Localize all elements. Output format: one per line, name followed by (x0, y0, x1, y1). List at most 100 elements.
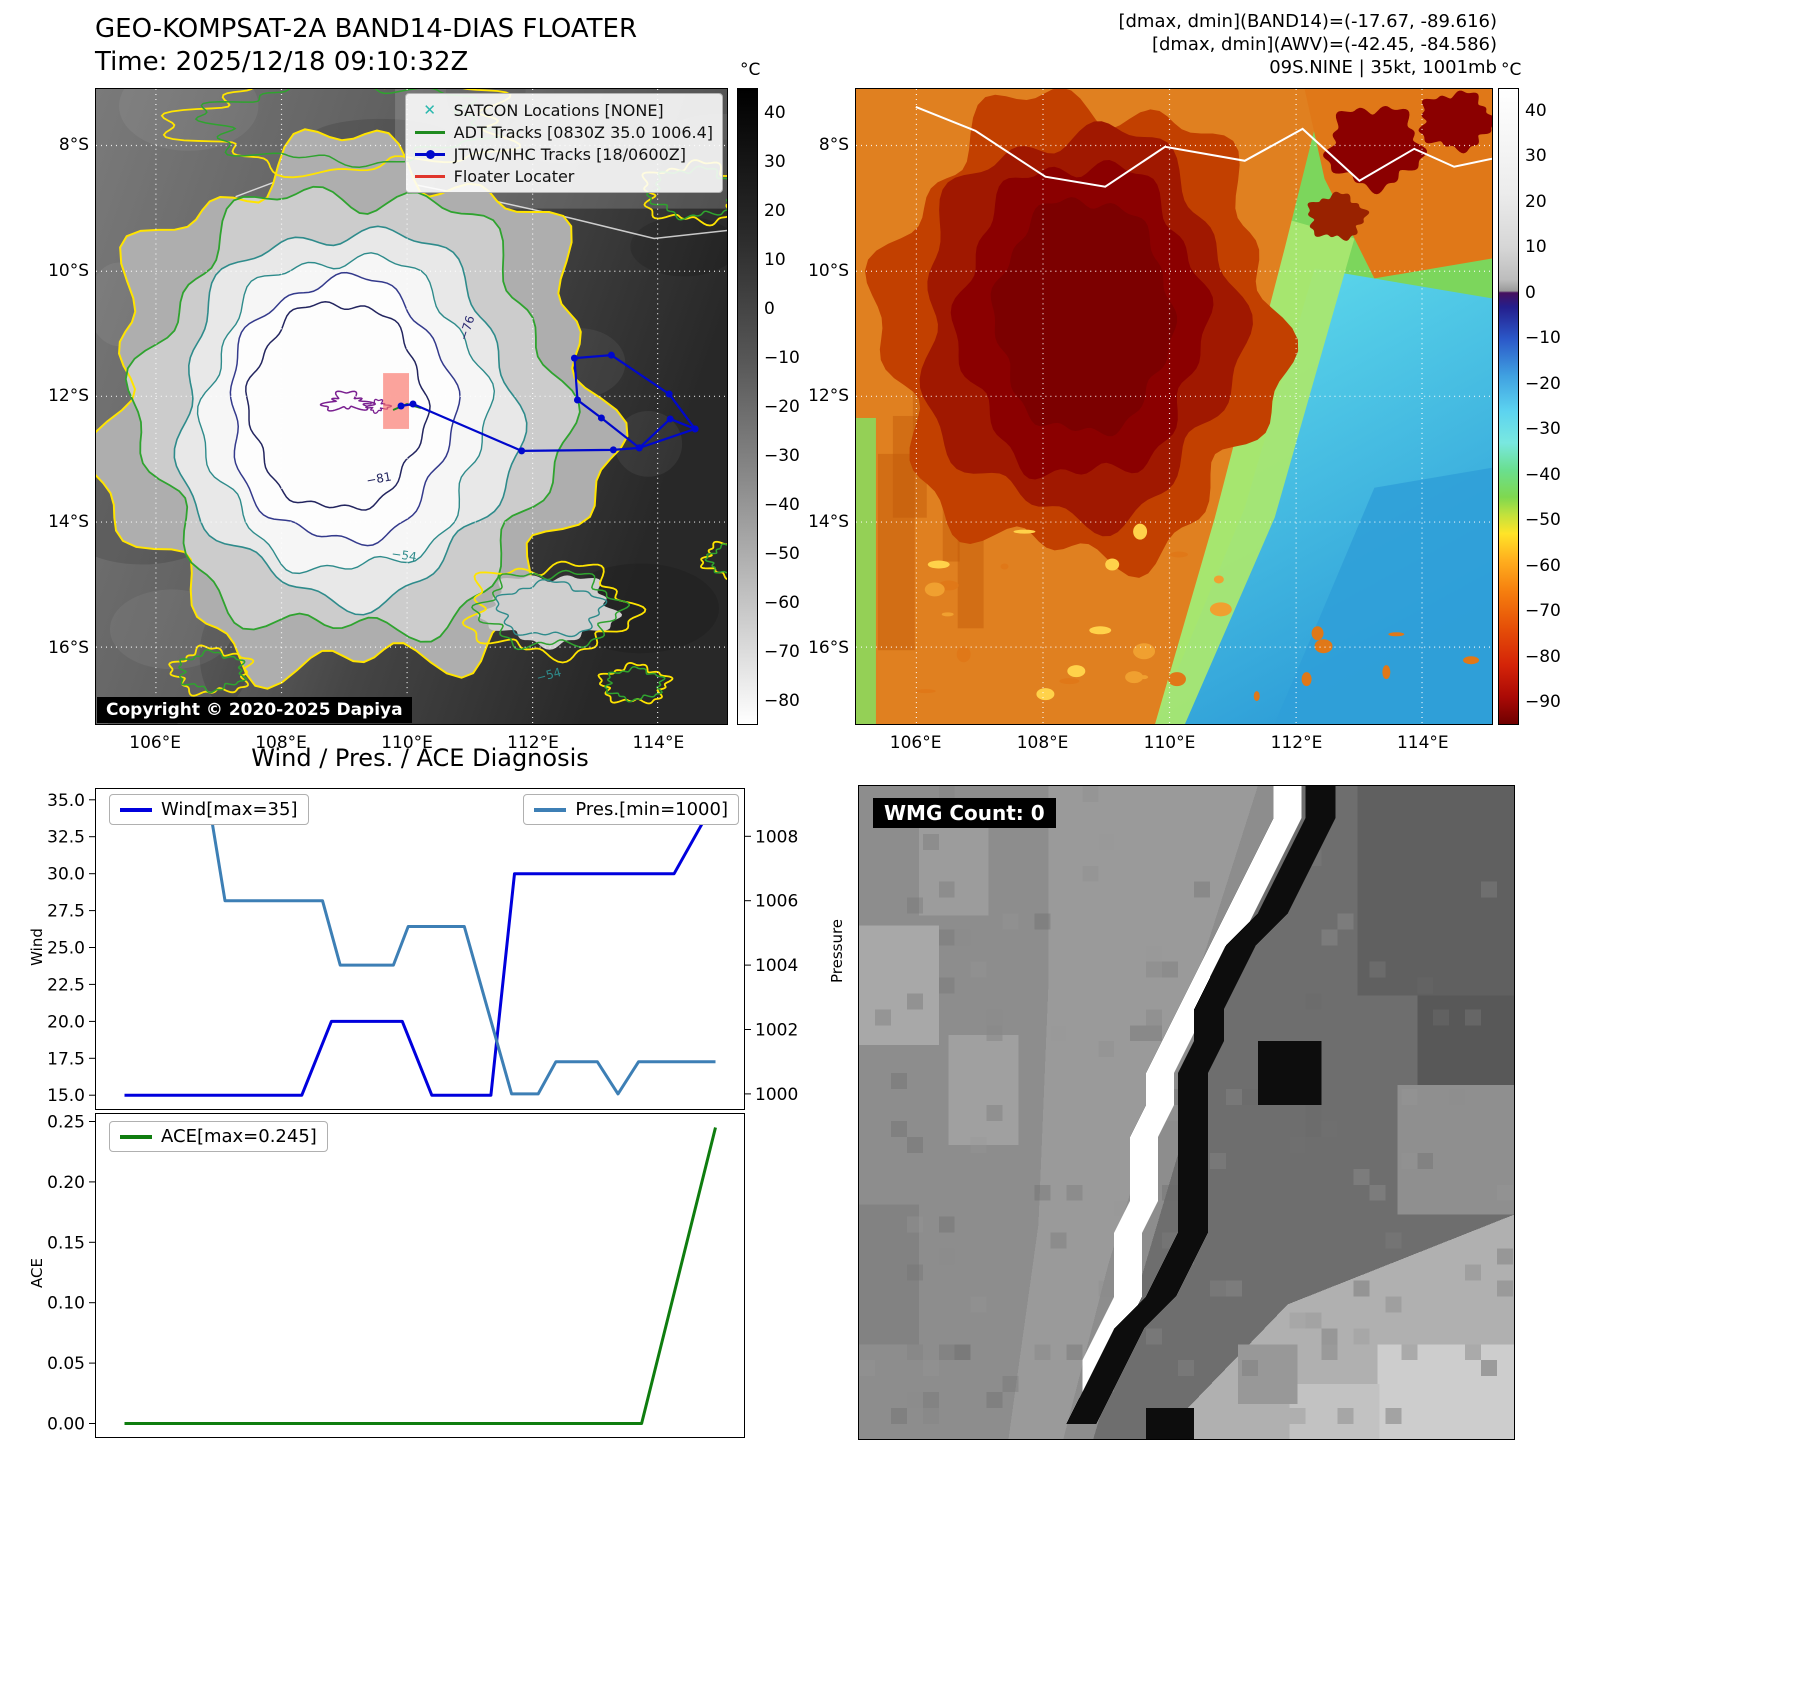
wmg-pixel (938, 1344, 955, 1361)
cloud-speckle (927, 560, 950, 569)
jtwc-track-point (573, 396, 581, 404)
wmg-pixel (1209, 1280, 1226, 1297)
wmg-black-patch (1257, 1041, 1322, 1106)
wmg-pixel (1401, 1152, 1418, 1169)
jtwc-track-point (691, 425, 699, 433)
colorbar-tick-label: 40 (1525, 100, 1547, 121)
wmg-pixel (890, 1120, 907, 1137)
lon-tick-label: 112°E (507, 733, 559, 753)
colorbar-tick-label: −20 (764, 396, 800, 417)
lat-tick-label: 16°S (48, 637, 89, 658)
legend-item: JTWC/NHC Tracks [18/0600Z] (414, 143, 713, 165)
band14-ir-map: −76 −81 −54 −54 ✕ SATCON Locations [NONE] ADT… (95, 88, 728, 725)
cloud-speckle (1382, 665, 1391, 680)
wmg-pixel (1401, 1344, 1418, 1361)
wmg-pixel (906, 1264, 923, 1281)
wmg-pixel (1353, 1328, 1370, 1345)
lat-tick-label: 8°S (58, 134, 89, 155)
lat-tick-label: 8°S (818, 134, 849, 155)
jtwc-track-point (666, 415, 674, 423)
wmg-pixel (1146, 1328, 1163, 1345)
wmg-pixel (1417, 1152, 1434, 1169)
wmg-pixel (1178, 1360, 1194, 1377)
tr-annotations: [dmax, dmin](BAND14)=(-17.67, -89.616) [… (1118, 10, 1497, 79)
wmg-pixel (1401, 1152, 1418, 1169)
wmg-pixel (1146, 945, 1163, 962)
annotation-band14-range: [dmax, dmin](BAND14)=(-17.67, -89.616) (1118, 11, 1497, 32)
wmg-pixel (1353, 1168, 1370, 1185)
colorbar-tick-label: 0 (1525, 282, 1536, 303)
contour-line (461, 560, 647, 664)
wmg-pixel (1098, 1280, 1115, 1297)
cloud-speckle (1170, 551, 1188, 558)
jtwc-track-point (607, 351, 615, 359)
axis-tick-label: 22.5 (47, 975, 85, 995)
decorative-shape (95, 788, 745, 1110)
cloud-speckle (924, 582, 945, 597)
contour-line (196, 252, 496, 575)
track-line-icon (414, 130, 445, 134)
wmg-pixel (1385, 1296, 1402, 1313)
wmg-region (1377, 1344, 1514, 1439)
wmg-pixel (890, 1073, 907, 1090)
cloud-speckle (1133, 523, 1148, 540)
ace-line-swatch-icon (120, 1134, 152, 1139)
wmg-pixel (1465, 1264, 1482, 1281)
legend-item-label: JTWC/NHC Tracks [18/0600Z] (453, 144, 686, 164)
wmg-pixel (970, 1136, 987, 1153)
lat-tick-label: 14°S (48, 512, 89, 533)
axis-tick-label: 1004 (755, 956, 798, 976)
ace-legend-label: ACE[max=0.245] (161, 1126, 317, 1147)
legend-item-label: SATCON Locations [NONE] (453, 100, 664, 120)
wmg-grid-image (859, 786, 1514, 1439)
band14-colorbar (737, 88, 758, 725)
wmg-region (948, 1035, 1019, 1145)
wmg-pixel (922, 833, 939, 850)
ace-legend: ACE[max=0.245] (109, 1121, 328, 1152)
wmg-pixel (1082, 865, 1099, 882)
axis-tick-label: 0.05 (47, 1354, 85, 1374)
wind-legend-label: Wind[max=35] (161, 799, 298, 820)
colorbar-tick-label: −30 (764, 445, 800, 466)
axis-tick-label: 20.0 (47, 1012, 85, 1032)
wmg-pixel (1241, 1089, 1258, 1106)
cloud-speckle (915, 689, 936, 694)
jtwc-track-point (409, 400, 417, 408)
colorbar-tick-label: −70 (764, 641, 800, 662)
contour-label: −81 (365, 470, 392, 488)
wmg-pixel (1305, 1120, 1322, 1137)
cloud-speckle (1133, 643, 1156, 660)
colorbar-tick-label: −10 (1525, 328, 1561, 349)
contour-line (168, 644, 255, 697)
wmg-pixel (1225, 1280, 1242, 1297)
wmg-pixel (1209, 1152, 1226, 1169)
wmg-pixel (1305, 993, 1322, 1010)
contour-label: −54 (391, 547, 418, 564)
wind-axis-label: Wind (27, 928, 46, 966)
axis-tick-label: 0.15 (47, 1233, 85, 1253)
wmg-pixel (938, 1216, 955, 1233)
wmg-pixel (986, 1009, 1003, 1026)
contour-line (124, 185, 581, 643)
cloud-speckle (1105, 558, 1120, 571)
wmg-pixel (922, 1408, 939, 1425)
colorbar-tick-label: −10 (764, 347, 800, 368)
contour-line (597, 661, 674, 705)
axis-tick-label: 17.5 (47, 1049, 85, 1069)
coastline (915, 106, 1492, 188)
wmg-region (1289, 1384, 1380, 1439)
wmg-pixel (1034, 1184, 1051, 1201)
wmg-pixel (954, 1344, 971, 1361)
contour-line (495, 579, 608, 638)
lon-tick-label: 108°E (255, 733, 307, 753)
wmg-grid-panel: WMG Count: 0 (858, 785, 1515, 1440)
wmg-pixel (1162, 1184, 1179, 1201)
axis-tick-label: 15.0 (47, 1086, 85, 1106)
lon-tick-label: 110°E (381, 733, 433, 753)
wmg-pixel (1481, 1360, 1498, 1377)
colorbar-tick-label: −30 (1525, 419, 1561, 440)
wmg-pixel (1497, 1280, 1514, 1297)
axis-tick-label: 0.10 (47, 1294, 85, 1314)
wmg-pixel (1337, 913, 1354, 930)
colorbar-tick-label: 40 (764, 102, 786, 123)
